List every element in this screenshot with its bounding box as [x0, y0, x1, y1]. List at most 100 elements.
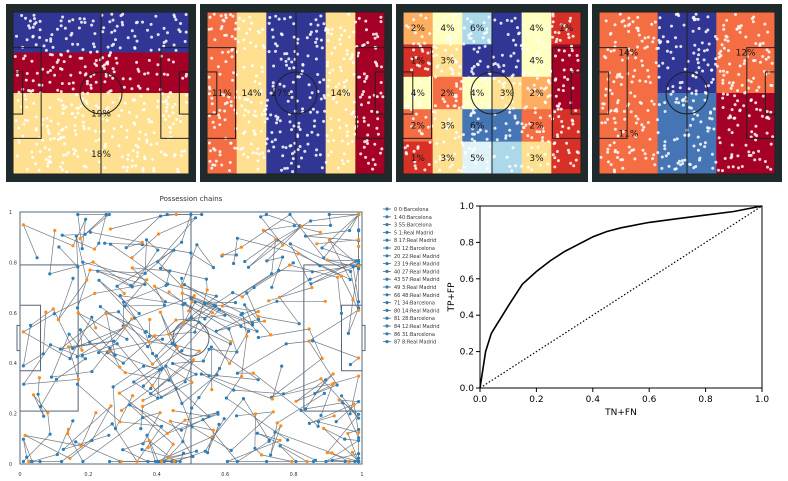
event-dot: [738, 64, 742, 68]
event-dot: [93, 32, 97, 36]
y-tick-label: 1: [9, 210, 12, 216]
real-madrid-point: [262, 319, 267, 323]
event-dot: [455, 48, 459, 51]
barcelona-point: [104, 212, 108, 217]
event-dots: [403, 12, 580, 173]
real-madrid-point: [336, 275, 340, 279]
event-dot: [574, 158, 578, 162]
event-dot: [728, 114, 732, 118]
event-dot: [443, 16, 447, 20]
event-dot: [730, 155, 734, 159]
event-dot: [506, 33, 510, 36]
event-dot: [730, 143, 734, 147]
event-dot: [379, 15, 383, 19]
event-dot: [105, 108, 108, 112]
barcelona-point: [149, 386, 153, 391]
event-dot: [329, 128, 333, 132]
event-dot: [404, 104, 408, 108]
barcelona-point: [71, 419, 75, 423]
barcelona-point: [309, 219, 313, 223]
event-dot: [108, 20, 112, 24]
event-dot: [376, 132, 380, 136]
event-dot: [219, 14, 223, 18]
y-tick-label: 1.0: [460, 202, 475, 212]
event-dot: [541, 63, 545, 67]
real-madrid-point: [118, 420, 122, 424]
barcelona-point: [346, 331, 350, 335]
real-madrid-point: [274, 238, 278, 242]
barcelona-point: [117, 310, 121, 314]
chain-line: [22, 239, 159, 360]
event-dot: [694, 12, 698, 16]
event-dot: [606, 48, 610, 52]
event-dot: [710, 80, 714, 84]
event-dot: [412, 42, 416, 46]
event-dot: [46, 161, 50, 165]
event-dot: [471, 95, 475, 99]
event-dot: [418, 100, 422, 104]
barcelona-point: [357, 412, 361, 416]
event-dot: [70, 112, 74, 116]
event-dot: [156, 99, 160, 103]
chain-line: [268, 243, 359, 416]
event-dot: [208, 15, 212, 19]
heatmap-cell-label: 1%: [411, 154, 426, 164]
event-dot: [448, 27, 452, 31]
event-dot: [127, 110, 131, 114]
event-dot: [345, 52, 349, 56]
barcelona-point: [354, 259, 358, 263]
event-dot: [691, 117, 695, 121]
event-dot: [30, 59, 34, 63]
event-dot: [609, 49, 613, 53]
event-dot: [315, 110, 319, 114]
event-dot: [254, 44, 258, 48]
event-dot: [41, 138, 45, 142]
y-tick-label: 0.2: [460, 348, 474, 358]
event-dot: [499, 21, 503, 25]
event-dot: [24, 118, 27, 122]
event-dot: [435, 142, 439, 145]
event-dot: [566, 148, 570, 152]
event-dot: [546, 162, 550, 166]
event-dot: [751, 20, 755, 24]
event-dot: [555, 133, 559, 137]
barcelona-point: [38, 405, 43, 409]
event-dot: [636, 29, 640, 33]
event-dot: [683, 67, 687, 71]
heatmap-cell-label: 2%: [440, 89, 455, 99]
barcelona-point: [211, 266, 216, 270]
event-dot: [484, 129, 488, 133]
event-dot: [454, 34, 458, 38]
event-dot: [305, 36, 309, 40]
event-dot: [712, 127, 716, 131]
event-dot: [757, 149, 761, 153]
barcelona-point: [113, 353, 117, 357]
barcelona-point: [154, 354, 158, 358]
event-dot: [511, 106, 515, 110]
event-dot: [291, 157, 295, 161]
event-dot: [226, 50, 230, 54]
event-dot: [136, 145, 140, 149]
event-dot: [462, 26, 466, 30]
event-dot: [94, 139, 98, 143]
event-dot: [218, 72, 222, 76]
event-dot: [755, 107, 759, 111]
event-dot: [613, 40, 617, 44]
heatmap-cell-label: 11%: [212, 89, 232, 99]
event-dot: [610, 92, 614, 96]
event-dot: [95, 64, 98, 67]
real-madrid-point: [80, 348, 84, 352]
chain-line: [22, 308, 125, 367]
event-dot: [640, 39, 644, 43]
legend-marker: [385, 308, 389, 312]
event-dot: [101, 30, 105, 34]
event-dot: [211, 120, 215, 124]
y-tick-label: 0.4: [460, 311, 475, 321]
event-dot: [111, 100, 115, 104]
real-madrid-point: [330, 451, 334, 455]
barcelona-point: [357, 416, 361, 420]
event-dot: [440, 69, 444, 73]
barcelona-point: [310, 270, 314, 274]
heatmap-cell-label: 5%: [470, 154, 485, 164]
event-dot: [275, 121, 278, 125]
